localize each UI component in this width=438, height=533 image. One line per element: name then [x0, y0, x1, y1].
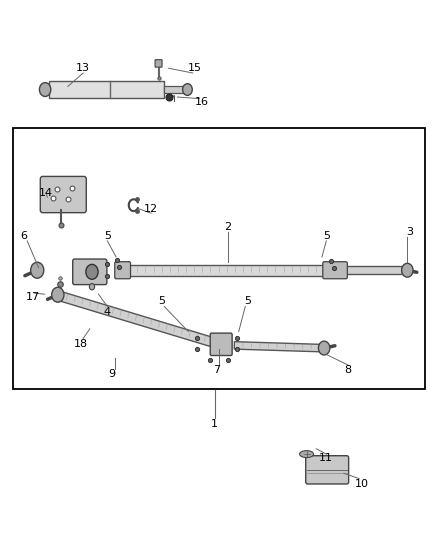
Text: 5: 5	[104, 231, 111, 240]
Polygon shape	[129, 265, 324, 276]
Text: 6: 6	[21, 231, 28, 240]
FancyBboxPatch shape	[210, 333, 232, 356]
Text: 4: 4	[104, 307, 111, 317]
FancyBboxPatch shape	[306, 456, 349, 484]
Circle shape	[402, 263, 413, 277]
Text: 16: 16	[194, 98, 208, 107]
Polygon shape	[58, 291, 213, 347]
Text: 1: 1	[211, 419, 218, 429]
Circle shape	[89, 284, 95, 290]
Circle shape	[318, 341, 330, 355]
Text: 14: 14	[39, 188, 53, 198]
Polygon shape	[346, 266, 402, 274]
Text: 5: 5	[323, 231, 330, 240]
Circle shape	[39, 83, 51, 96]
Circle shape	[31, 262, 44, 278]
Text: 13: 13	[76, 63, 90, 73]
Polygon shape	[164, 86, 186, 93]
Bar	[13, 128, 425, 389]
FancyBboxPatch shape	[155, 60, 162, 67]
Text: 12: 12	[144, 204, 158, 214]
Text: 9: 9	[108, 369, 115, 379]
Text: 2: 2	[224, 222, 231, 231]
Text: 18: 18	[74, 339, 88, 349]
Text: 7: 7	[213, 366, 220, 375]
FancyBboxPatch shape	[323, 262, 347, 279]
Text: 8: 8	[345, 366, 352, 375]
Circle shape	[183, 84, 192, 95]
Text: 11: 11	[319, 454, 333, 463]
Text: 15: 15	[188, 63, 202, 73]
Text: 3: 3	[406, 227, 413, 237]
Text: 17: 17	[26, 292, 40, 302]
Ellipse shape	[300, 451, 314, 457]
Circle shape	[52, 287, 64, 302]
Circle shape	[86, 264, 98, 279]
FancyBboxPatch shape	[40, 176, 86, 213]
Text: 5: 5	[244, 296, 251, 306]
Text: 5: 5	[159, 296, 166, 306]
Polygon shape	[234, 342, 320, 352]
FancyBboxPatch shape	[73, 259, 107, 285]
Text: 10: 10	[354, 479, 368, 489]
Polygon shape	[49, 81, 164, 98]
FancyBboxPatch shape	[115, 262, 131, 279]
